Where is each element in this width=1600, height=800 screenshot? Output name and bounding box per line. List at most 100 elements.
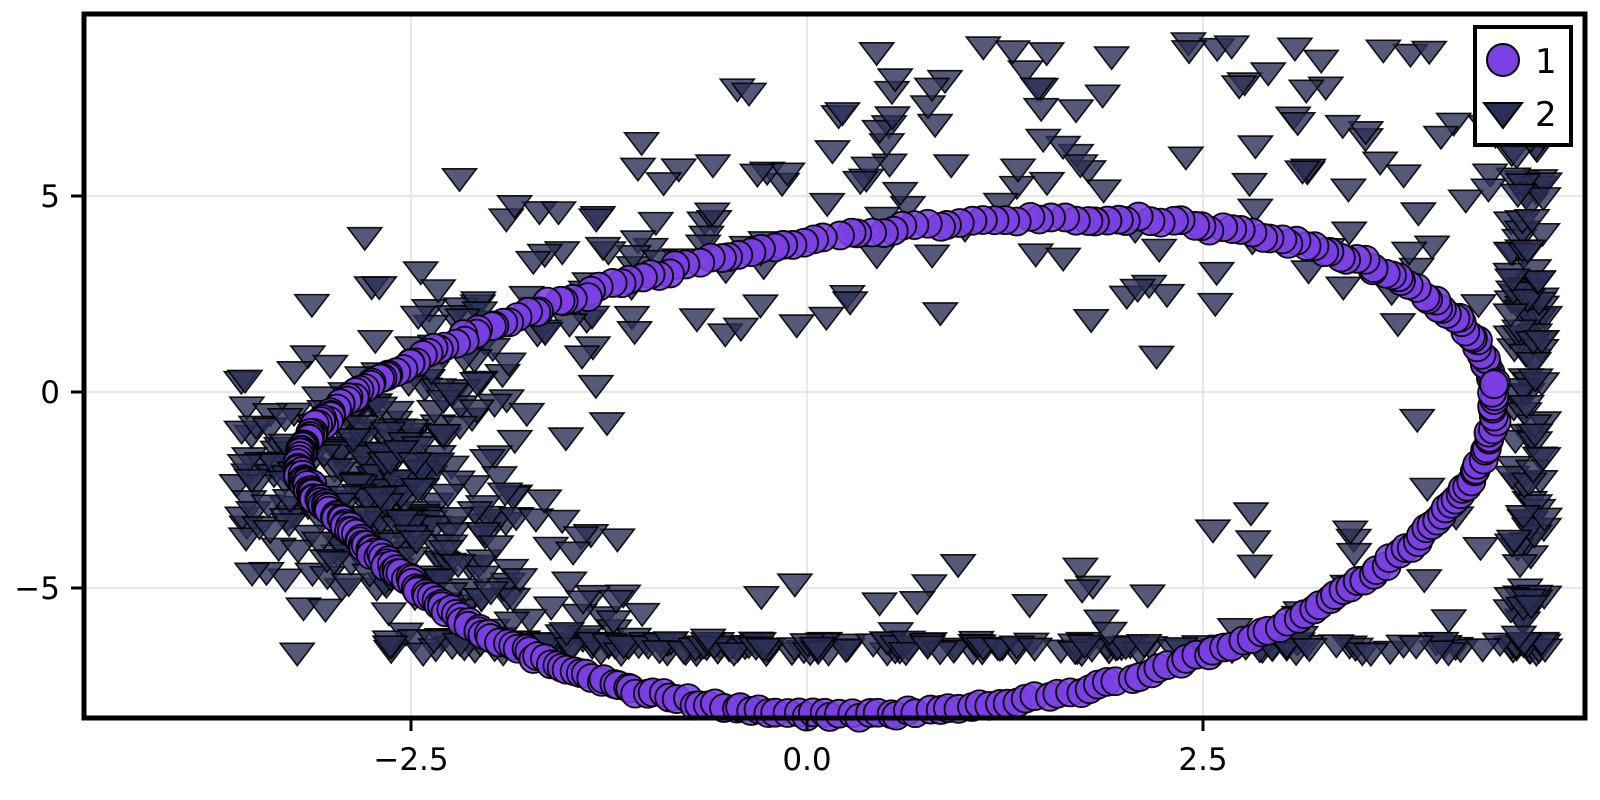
data-point-series-2 <box>399 305 437 331</box>
data-point-series-2 <box>1324 276 1362 301</box>
data-point-series-2 <box>251 417 289 442</box>
data-point-series-2 <box>613 305 651 331</box>
data-point-series-2 <box>1128 584 1167 609</box>
data-point-series-2 <box>1347 121 1385 146</box>
data-point-series-2 <box>1519 270 1557 295</box>
data-point-series-2 <box>1063 579 1101 604</box>
data-point-series-2 <box>1283 160 1322 185</box>
data-point-series-2 <box>1329 178 1368 203</box>
legend: 12 <box>1473 25 1573 147</box>
data-point-series-2 <box>1044 247 1082 273</box>
data-point-series-2 <box>1459 294 1498 319</box>
data-point-series-2 <box>622 131 661 157</box>
data-point-series-2 <box>361 486 399 511</box>
data-point-series-2 <box>598 528 636 553</box>
data-point-series-2 <box>823 102 862 127</box>
data-point-series-2 <box>226 369 264 395</box>
data-point-series-2 <box>742 585 781 611</box>
data-point-series-2 <box>563 345 601 370</box>
data-point-series-2 <box>778 314 816 339</box>
legend-marker-circle-icon <box>1486 43 1520 77</box>
data-point-series-2 <box>1061 557 1100 582</box>
data-point-series-2 <box>1352 642 1390 668</box>
data-point-series-2 <box>1236 198 1274 224</box>
data-point-series-2 <box>432 382 470 407</box>
data-point-series-2 <box>898 591 936 616</box>
data-point-series-2 <box>472 581 510 606</box>
data-point-series-2 <box>490 352 528 377</box>
data-point-series-2 <box>1236 554 1274 580</box>
data-point-series-2 <box>1447 189 1485 214</box>
data-point-series-2 <box>1408 477 1446 503</box>
data-point-series-2 <box>266 407 304 433</box>
data-point-series-2 <box>689 628 727 654</box>
data-point-series-2 <box>588 412 626 437</box>
data-point-series-2 <box>1019 77 1057 102</box>
data-point-series-2 <box>233 562 271 587</box>
data-point-series-2 <box>342 415 381 440</box>
data-point-series-2 <box>361 396 399 422</box>
data-point-series-2 <box>1170 40 1208 65</box>
data-point-series-2 <box>249 494 288 519</box>
data-point-series-2 <box>1397 635 1435 660</box>
data-point-series-2 <box>1289 260 1328 285</box>
data-point-series-2 <box>360 276 398 301</box>
data-point-series-2 <box>982 192 1020 218</box>
data-point-series-2 <box>660 158 698 183</box>
data-point-series-2 <box>1090 621 1129 647</box>
data-point-series-2 <box>619 157 657 183</box>
data-point-series-2 <box>1335 542 1373 568</box>
data-point-series-2 <box>873 106 912 131</box>
data-point-series-2 <box>1330 221 1368 246</box>
data-point-series-2 <box>1249 62 1287 87</box>
data-point-series-2 <box>693 202 731 227</box>
data-point-series-2 <box>1512 595 1550 620</box>
data-point-series-2 <box>1082 609 1120 634</box>
data-point-series-2 <box>1279 112 1317 137</box>
data-point-series-2 <box>913 77 951 103</box>
data-point-series-2 <box>1405 569 1443 594</box>
data-point-series-2 <box>577 374 615 400</box>
data-point-series-2 <box>1504 505 1542 530</box>
data-point-series-1 <box>1479 369 1509 400</box>
data-point-series-2 <box>1302 49 1340 75</box>
legend-marker-triangle-down-icon <box>1481 102 1525 130</box>
data-point-series-2 <box>493 611 531 636</box>
data-point-series-2 <box>228 396 266 421</box>
data-point-series-2 <box>1524 187 1562 212</box>
data-point-series-2 <box>1464 638 1502 663</box>
data-point-series-2 <box>1492 303 1530 328</box>
data-point-series-2 <box>496 195 534 220</box>
data-point-series-2 <box>1379 313 1417 338</box>
data-point-series-2 <box>1469 178 1508 203</box>
data-point-series-2 <box>251 520 289 545</box>
data-point-series-2 <box>1331 520 1369 545</box>
data-point-series-2 <box>266 568 304 593</box>
data-point-series-2 <box>1236 135 1275 160</box>
data-point-series-2 <box>458 372 496 397</box>
data-point-series-2 <box>1085 179 1123 204</box>
data-point-series-2 <box>1513 208 1551 234</box>
data-point-series-2 <box>1507 394 1546 420</box>
data-point-series-2 <box>678 308 716 333</box>
data-point-series-2 <box>418 452 456 477</box>
data-point-series-2 <box>1084 84 1122 109</box>
data-point-series-2 <box>424 424 463 449</box>
data-point-series-2 <box>881 181 919 207</box>
data-point-series-2 <box>419 279 457 304</box>
data-point-series-2 <box>1125 633 1163 659</box>
data-point-series-2 <box>402 261 440 286</box>
data-point-series-2 <box>798 636 836 662</box>
data-point-series-2 <box>396 452 434 477</box>
data-point-series-2 <box>397 530 436 555</box>
data-point-series-2 <box>1523 329 1561 355</box>
data-point-series-2 <box>501 568 539 593</box>
data-point-series-2 <box>813 140 852 165</box>
data-point-series-2 <box>1508 288 1547 314</box>
data-point-series-2 <box>605 634 643 660</box>
data-point-series-2 <box>858 42 896 67</box>
data-point-series-2 <box>1093 46 1131 71</box>
data-point-series-2 <box>808 192 846 218</box>
y-tick-label: 0 <box>40 375 60 411</box>
